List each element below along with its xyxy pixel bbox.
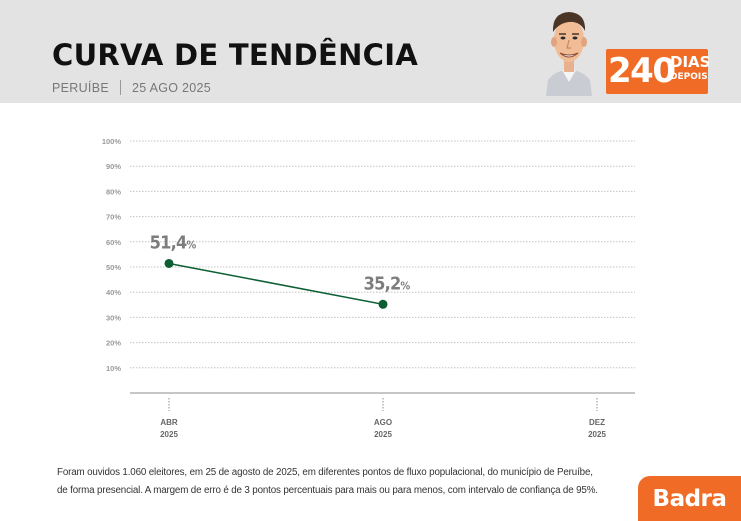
badge-line1: DIAS	[670, 53, 711, 71]
x-tick-label-year: 2025	[374, 430, 392, 439]
y-tick-label: 100%	[102, 137, 122, 146]
days-badge: 240 DIAS DEPOIS	[606, 49, 711, 94]
subtitle-line: PERUÍBE 25 AGO 2025	[52, 80, 211, 95]
header: CURVA DE TENDÊNCIA PERUÍBE 25 AGO 2025 2…	[0, 0, 741, 103]
y-tick-label: 40%	[106, 288, 121, 297]
x-tick-label-month: AGO	[374, 418, 392, 427]
y-tick-label: 80%	[106, 187, 121, 196]
data-point	[378, 299, 388, 309]
data-label: 51,4%	[150, 232, 197, 253]
data-point	[164, 258, 174, 268]
series-line	[168, 262, 384, 306]
candidate-caricature-image	[546, 12, 592, 96]
x-tick-label-month: DEZ	[589, 418, 605, 427]
methodology-line-1: Foram ouvidos 1.060 eleitores, em 25 de …	[57, 467, 593, 478]
y-tick-label: 20%	[106, 339, 121, 348]
y-tick-label: 10%	[106, 364, 121, 373]
x-tick-label-month: ABR	[160, 418, 178, 427]
x-tick-label-year: 2025	[160, 430, 178, 439]
date-label: 25 AGO 2025	[131, 80, 212, 95]
x-tick-label-year: 2025	[588, 430, 606, 439]
location-label: PERUÍBE	[52, 80, 109, 95]
data-label: 35,2%	[364, 273, 411, 294]
badge-number: 240	[608, 51, 676, 91]
divider	[119, 80, 121, 95]
y-tick-label: 30%	[106, 313, 121, 322]
trend-chart: 10% 20% 30% 40% 50% 60% 70% 80% 90% 100% ABR 2025 AG…	[102, 137, 635, 439]
y-tick-label: 90%	[106, 162, 121, 171]
methodology-line-2: de forma presencial. A margem de erro é …	[57, 485, 598, 496]
y-tick-label: 70%	[106, 213, 121, 222]
page-title: CURVA DE TENDÊNCIA	[52, 38, 419, 72]
methodology-note: Foram ouvidos 1.060 eleitores, em 25 de …	[57, 464, 598, 500]
y-tick-label: 60%	[106, 238, 121, 247]
badge-line2: DEPOIS	[670, 72, 708, 82]
y-tick-label: 50%	[106, 263, 121, 272]
brand-logo: Badra	[638, 476, 741, 521]
